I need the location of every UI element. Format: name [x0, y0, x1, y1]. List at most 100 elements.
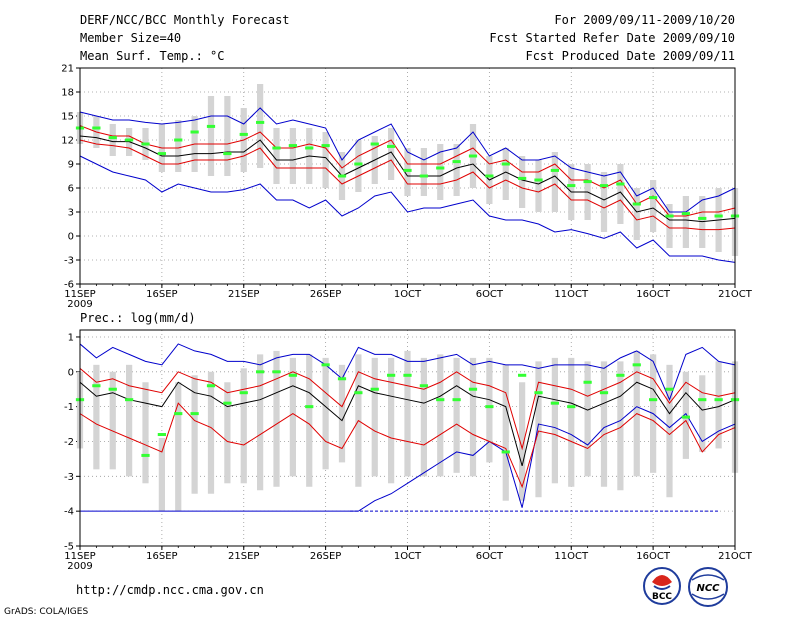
ensemble-box: [617, 361, 624, 491]
lower-spread-line: [79, 402, 736, 489]
y-tick-label: -1: [64, 402, 74, 413]
median-marker: [370, 142, 379, 146]
median-marker: [698, 216, 707, 220]
ensemble-box: [617, 164, 624, 224]
ensemble-box: [420, 148, 427, 196]
median-marker: [174, 138, 183, 142]
ensemble-box: [388, 357, 395, 484]
x-tick-label: 6OCT: [476, 551, 504, 562]
x-tick-label: 21OCT: [718, 289, 753, 300]
ensemble-box: [175, 382, 182, 512]
median-marker: [649, 398, 658, 402]
median-marker: [256, 370, 265, 374]
median-marker: [468, 154, 478, 158]
median-marker: [468, 387, 478, 391]
ensemble-box: [699, 375, 706, 452]
y-tick-label: 18: [61, 88, 74, 99]
median-marker: [108, 136, 117, 140]
ensemble-box: [109, 124, 116, 156]
median-marker: [387, 144, 396, 148]
median-marker: [681, 212, 690, 216]
refer-date: Fcst Started Refer Date 2009/09/10: [489, 31, 735, 45]
median-marker: [485, 174, 494, 178]
x-tick-label: 16OCT: [636, 551, 671, 562]
median-marker: [288, 144, 297, 148]
y-tick-label: -5: [64, 542, 74, 553]
ensemble-box: [207, 96, 215, 176]
median-marker: [501, 162, 510, 166]
ensemble-box: [453, 357, 460, 473]
ensemble-box: [502, 364, 509, 501]
y-tick-label: 0: [68, 367, 74, 378]
ensemble-box: [158, 438, 165, 512]
ensemble-box: [584, 361, 591, 477]
median-marker: [288, 373, 297, 377]
median-marker: [403, 168, 412, 172]
y-tick-label: -2: [64, 437, 74, 448]
median-marker: [223, 152, 232, 156]
grads-credit: GrADS: COLA/IGES: [4, 607, 88, 617]
ensemble-mean-line: [79, 135, 736, 223]
median-marker: [632, 202, 641, 206]
figure-title: DERF/NCC/BCC Monthly Forecast: [80, 13, 290, 27]
ensemble-box: [486, 357, 493, 463]
y-tick-label: 3: [68, 208, 74, 219]
ensemble-box: [519, 382, 526, 501]
median-marker: [305, 405, 314, 409]
median-marker: [714, 214, 723, 218]
ensemble-box: [568, 357, 575, 487]
ensemble-box: [551, 152, 558, 212]
ensemble-box: [322, 132, 329, 188]
ensemble-box: [666, 204, 673, 248]
median-marker: [452, 160, 461, 164]
ensemble-box: [600, 172, 608, 232]
source-url[interactable]: http://cmdp.ncc.cma.gov.cn: [76, 583, 264, 597]
median-marker: [92, 384, 101, 388]
ensemble-box: [633, 188, 640, 240]
year-label: 2009: [67, 299, 92, 310]
median-marker: [272, 146, 281, 150]
median-marker: [125, 398, 134, 402]
ensemble-box: [306, 354, 313, 487]
ensemble-box: [338, 364, 346, 463]
precip-label: Prec.: log(mm/d): [80, 311, 196, 325]
median-marker: [239, 391, 248, 395]
median-marker: [157, 433, 166, 437]
x-tick-label: 11OCT: [554, 289, 589, 300]
median-marker: [485, 405, 494, 409]
y-tick-label: -6: [64, 280, 74, 291]
x-tick-label: 1OCT: [394, 551, 422, 562]
y-tick-label: -3: [64, 472, 74, 483]
median-marker: [583, 180, 592, 184]
ensemble-box: [207, 371, 215, 494]
ensemble-box: [404, 148, 411, 196]
ensemble-box: [715, 361, 722, 449]
plot-frame: [79, 67, 736, 285]
ensemble-box: [109, 371, 116, 470]
median-marker: [567, 405, 576, 409]
max-line: [79, 107, 736, 213]
y-tick-label: 0: [68, 232, 74, 243]
median-marker: [452, 398, 461, 402]
ensemble-box: [191, 375, 198, 494]
ensemble-box: [404, 350, 411, 477]
median-marker: [419, 384, 428, 388]
x-tick-label: 21SEP: [228, 551, 259, 562]
ensemble-box: [142, 382, 149, 484]
ensemble-box: [535, 160, 542, 212]
ensemble-box: [224, 96, 231, 176]
median-marker: [125, 138, 134, 142]
median-marker: [321, 144, 330, 148]
ensemble-box: [469, 357, 477, 477]
median-marker: [616, 182, 625, 186]
ensemble-box: [240, 368, 247, 484]
median-marker: [616, 373, 625, 377]
median-marker: [190, 412, 199, 416]
bcc-logo: BCC: [643, 567, 681, 605]
median-marker: [108, 387, 117, 391]
x-tick-label: 21OCT: [718, 551, 753, 562]
median-marker: [436, 398, 445, 402]
x-tick-label: 26SEP: [310, 551, 341, 562]
median-marker: [599, 184, 609, 188]
